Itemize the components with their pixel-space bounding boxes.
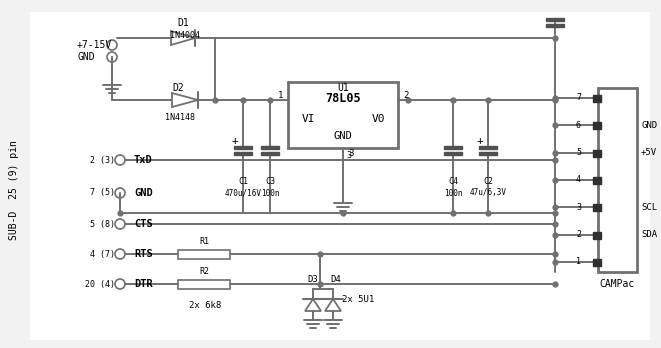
Text: SCL: SCL [641, 203, 657, 212]
Text: CTS: CTS [134, 219, 153, 229]
Text: VI: VI [301, 114, 315, 124]
Text: 4 (7): 4 (7) [90, 250, 115, 259]
Text: 7: 7 [576, 94, 581, 103]
Text: TxD: TxD [134, 155, 153, 165]
Text: R1: R1 [199, 237, 209, 245]
Text: SDA: SDA [641, 230, 657, 239]
Bar [261, 152, 279, 155]
Bar [444, 152, 462, 155]
Text: C2: C2 [483, 176, 493, 185]
Text: +: + [231, 136, 238, 146]
Bar [234, 152, 252, 155]
Text: 6: 6 [576, 121, 581, 130]
Bar [593, 122, 601, 129]
Text: C1: C1 [238, 176, 248, 185]
Bar [593, 150, 601, 157]
Text: 1: 1 [576, 258, 581, 267]
Text: R2: R2 [199, 267, 209, 276]
Bar [234, 146, 252, 149]
Text: GND: GND [334, 131, 352, 141]
Text: 470u/16V: 470u/16V [225, 189, 262, 198]
Text: 100n: 100n [260, 189, 279, 198]
Text: 5 (8): 5 (8) [90, 220, 115, 229]
Bar [598, 88, 637, 272]
Text: 2x 5U1: 2x 5U1 [342, 294, 374, 303]
Bar [288, 82, 398, 148]
Text: 47u/6,3V: 47u/6,3V [469, 189, 506, 198]
Text: 4: 4 [576, 175, 581, 184]
Text: D3: D3 [307, 275, 319, 284]
Text: 100n: 100n [444, 189, 462, 198]
Text: GND: GND [77, 52, 95, 62]
Text: V0: V0 [371, 114, 385, 124]
Text: SUB-D  25 (9) pin: SUB-D 25 (9) pin [9, 140, 19, 240]
Bar [546, 24, 564, 27]
Bar [261, 146, 279, 149]
Text: GND: GND [134, 188, 153, 198]
Text: C4: C4 [448, 176, 458, 185]
Text: +: + [476, 136, 483, 146]
Text: D2: D2 [172, 83, 184, 93]
Text: D1: D1 [177, 18, 189, 28]
Text: 2: 2 [576, 230, 581, 239]
Text: 3: 3 [576, 203, 581, 212]
Text: 2: 2 [403, 92, 408, 101]
Bar [593, 95, 601, 102]
Text: RTS: RTS [134, 249, 153, 259]
Text: 2 (3): 2 (3) [90, 156, 115, 165]
Text: 78L05: 78L05 [325, 92, 361, 104]
Text: U1: U1 [337, 83, 349, 93]
Text: C3: C3 [265, 176, 275, 185]
Bar [178, 250, 230, 259]
Bar [479, 146, 497, 149]
Text: 1: 1 [278, 92, 283, 101]
Text: +7-15V: +7-15V [77, 40, 112, 50]
Bar [546, 18, 564, 21]
Bar [593, 204, 601, 211]
Text: 5: 5 [576, 148, 581, 157]
Text: 3: 3 [348, 149, 354, 158]
Bar [479, 152, 497, 155]
Text: 3: 3 [346, 151, 351, 160]
Text: 2x 6k8: 2x 6k8 [189, 301, 221, 310]
Text: 7 (5): 7 (5) [90, 189, 115, 198]
Text: DTR: DTR [134, 279, 153, 289]
Text: GND: GND [641, 121, 657, 130]
Text: 1N4004: 1N4004 [170, 32, 200, 40]
Bar [444, 146, 462, 149]
Bar [593, 232, 601, 239]
Text: 20 (4): 20 (4) [85, 279, 115, 288]
Text: CAMPac: CAMPac [600, 279, 635, 289]
Text: +5V: +5V [641, 148, 657, 157]
Bar [593, 177, 601, 184]
Text: 1N4148: 1N4148 [165, 112, 195, 121]
Text: D4: D4 [330, 275, 341, 284]
Bar [178, 279, 230, 288]
Bar [593, 259, 601, 266]
